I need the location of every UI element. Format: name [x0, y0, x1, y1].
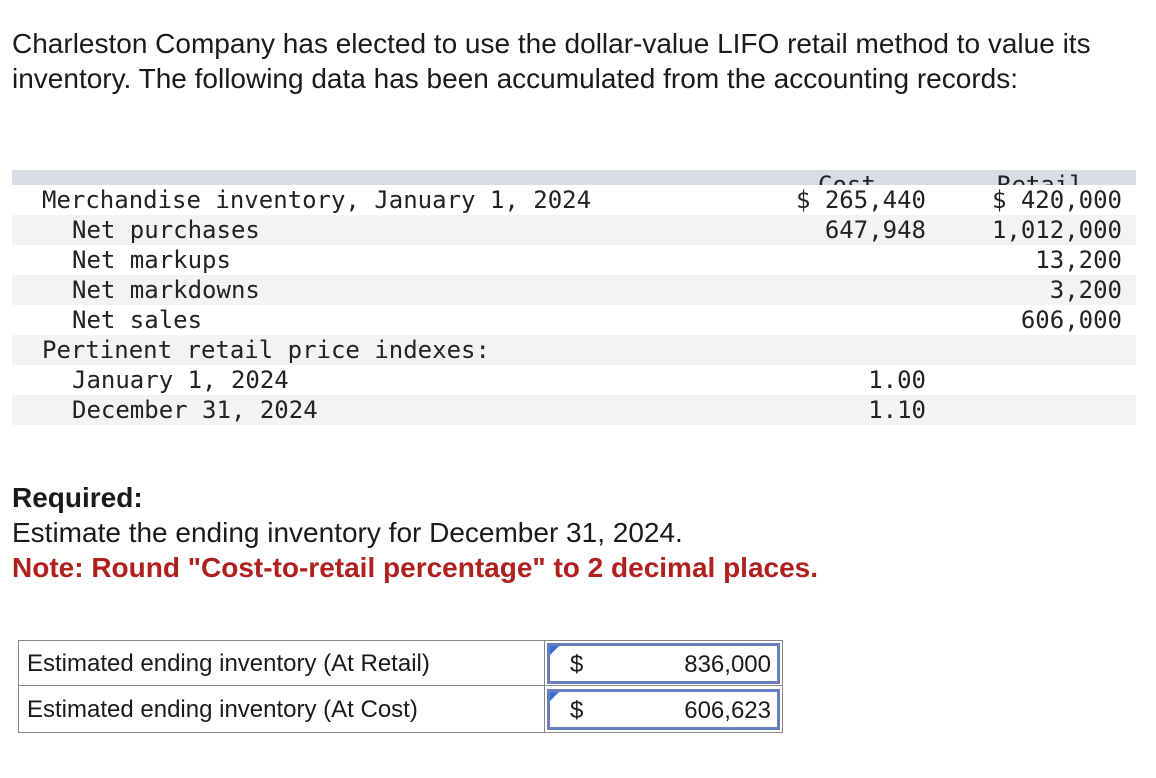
row-label: Net sales: [72, 306, 203, 334]
row-label: Net markdowns: [72, 276, 260, 304]
table-row: January 1, 2024 1.00: [12, 365, 1136, 395]
row-label: Merchandise inventory, January 1, 2024: [42, 186, 592, 214]
answer-row-retail: Estimated ending inventory (At Retail) $…: [19, 641, 782, 686]
input-value: 836,000: [684, 651, 771, 678]
table-row: Net markups 13,200: [12, 245, 1136, 275]
retail-value: 606,000: [1020, 306, 1122, 334]
currency-symbol: $: [570, 651, 584, 678]
required-section: Required: Estimate the ending inventory …: [12, 480, 1112, 585]
table-row: Net sales 606,000: [12, 305, 1136, 335]
cost-value: 1.00: [868, 366, 926, 394]
answer-flag-icon: [550, 646, 559, 655]
row-label: Net purchases: [72, 216, 260, 244]
rounding-note: Note: Round "Cost-to-retail percentage" …: [12, 552, 819, 583]
cost-value: $ 265,440: [795, 186, 926, 214]
table-row: Net purchases 647,948 1,012,000: [12, 215, 1136, 245]
answer-label: Estimated ending inventory (At Retail): [27, 650, 430, 677]
table-row: Pertinent retail price indexes:: [12, 335, 1136, 365]
ending-inventory-retail-input[interactable]: $ 836,000: [547, 643, 780, 684]
answer-flag-icon: [550, 692, 559, 701]
inventory-data-table: Cost Retail Merchandise inventory, Janua…: [12, 170, 1136, 425]
cost-value: 647,948: [824, 216, 926, 244]
input-value: 606,623: [684, 697, 771, 724]
row-label: Pertinent retail price indexes:: [42, 336, 490, 364]
table-row: Net markdowns 3,200: [12, 275, 1136, 305]
currency-symbol: $: [570, 697, 584, 724]
table-row: Merchandise inventory, January 1, 2024 $…: [12, 185, 1136, 215]
retail-value: $ 420,000: [991, 186, 1122, 214]
row-label: December 31, 2024: [72, 396, 318, 424]
retail-value: 1,012,000: [991, 216, 1122, 244]
column-divider: [544, 641, 545, 732]
row-label: January 1, 2024: [72, 366, 289, 394]
problem-intro: Charleston Company has elected to use th…: [12, 28, 1091, 94]
table-row: December 31, 2024 1.10: [12, 395, 1136, 425]
required-title: Required:: [12, 482, 143, 513]
row-label: Net markups: [72, 246, 231, 274]
answer-table: Estimated ending inventory (At Retail) $…: [18, 640, 783, 733]
retail-value: 3,200: [1049, 276, 1122, 304]
cost-value: 1.10: [868, 396, 926, 424]
answer-label: Estimated ending inventory (At Cost): [27, 696, 418, 723]
required-instruction: Estimate the ending inventory for Decemb…: [12, 517, 683, 548]
ending-inventory-cost-input[interactable]: $ 606,623: [547, 689, 780, 730]
answer-row-cost: Estimated ending inventory (At Cost) $ 6…: [19, 687, 782, 732]
retail-value: 13,200: [1035, 246, 1122, 274]
